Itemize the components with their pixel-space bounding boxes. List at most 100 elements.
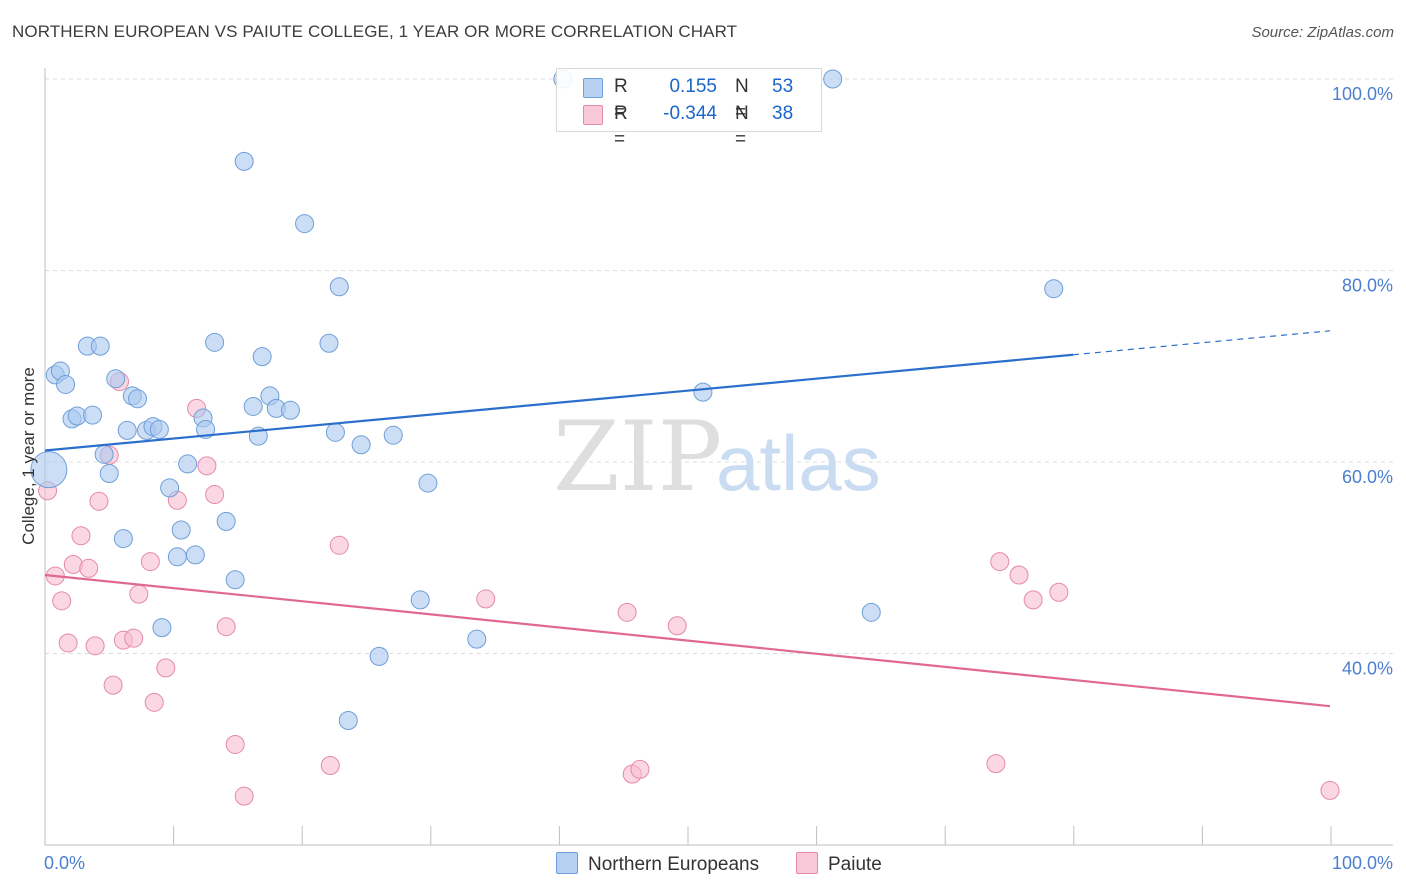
- n-label: N =: [735, 76, 749, 123]
- northern-europeans-point: [160, 478, 180, 498]
- northern-europeans-point: [252, 347, 272, 367]
- paiute-point: [216, 617, 236, 637]
- northern-europeans-point: [185, 545, 205, 565]
- northern-europeans-trendline-extension: [1072, 330, 1331, 356]
- northern-europeans-point: [205, 332, 225, 352]
- northern-europeans-point: [225, 570, 245, 590]
- northern-europeans-point: [196, 419, 216, 439]
- northern-europeans-point: [369, 646, 389, 666]
- northern-europeans-point: [152, 618, 172, 638]
- northern-europeans-point: [56, 374, 76, 394]
- trend-lines: [44, 330, 1331, 708]
- northern-europeans-point: [178, 454, 198, 474]
- legend-swatch-blue: [556, 852, 578, 874]
- x-tick-label-max: 100.0%: [1332, 853, 1393, 873]
- paiute-point: [124, 628, 144, 648]
- paiute-point: [476, 589, 496, 609]
- n-value: 38: [772, 103, 794, 124]
- northern-europeans-point: [467, 629, 487, 649]
- grid-lines: [45, 78, 1393, 654]
- northern-europeans-point: [861, 602, 881, 622]
- paiute-point: [234, 786, 254, 806]
- n-value: 53: [772, 76, 794, 97]
- northern-europeans-point: [117, 420, 137, 440]
- northern-europeans-point: [295, 214, 315, 234]
- northern-europeans-point: [383, 425, 403, 445]
- legend-label: Paiute: [828, 854, 882, 875]
- northern-europeans-point: [90, 336, 110, 356]
- paiute-point: [89, 491, 109, 511]
- y-axis-label: College, 1 year or more: [19, 367, 38, 545]
- source-label: Source: ZipAtlas.com: [1251, 24, 1394, 41]
- paiute-point: [225, 734, 245, 754]
- watermark-zip: ZIP: [553, 401, 722, 513]
- paiute-point: [667, 616, 687, 636]
- northern-europeans-point: [823, 69, 843, 89]
- x-tick-label-min: 0.0%: [44, 853, 85, 873]
- legend-item-paiute: Paiute: [796, 852, 882, 876]
- northern-europeans-point: [693, 382, 713, 402]
- legend-label: Northern Europeans: [588, 854, 760, 875]
- northern-europeans-point: [325, 422, 345, 442]
- y-tick-label: 100.0%: [1332, 84, 1393, 104]
- northern-europeans-trendline: [44, 353, 1074, 452]
- paiute-point: [144, 692, 164, 712]
- paiute-point: [1320, 780, 1340, 800]
- paiute-point: [52, 591, 72, 611]
- y-tick-labels: 40.0% 60.0% 80.0% 100.0%: [1332, 84, 1393, 679]
- paiute-point: [1023, 590, 1043, 610]
- r-label: R =: [614, 103, 628, 150]
- r-value: -0.344: [663, 103, 717, 124]
- paiute-point: [156, 658, 176, 678]
- chart-title: NORTHERN EUROPEAN VS PAIUTE COLLEGE, 1 Y…: [12, 22, 738, 41]
- northern-europeans-point: [94, 444, 114, 464]
- r-value: 0.155: [669, 76, 717, 97]
- y-tick-label: 40.0%: [1342, 659, 1393, 679]
- northern-europeans-point: [319, 333, 339, 353]
- paiute-point: [129, 584, 149, 604]
- northern-europeans-point: [216, 511, 236, 531]
- northern-europeans-point: [167, 547, 187, 567]
- northern-europeans-point: [280, 400, 300, 420]
- northern-europeans-point: [83, 405, 103, 425]
- northern-europeans-point: [30, 451, 68, 489]
- northern-europeans-point: [99, 463, 119, 483]
- watermark-atlas: atlas: [716, 419, 881, 507]
- paiute-point: [1009, 565, 1029, 585]
- r-label: R =: [614, 76, 628, 123]
- legend-swatch-pink: [583, 105, 603, 125]
- northern-europeans-point: [1044, 279, 1064, 299]
- n-label: N =: [735, 103, 749, 150]
- northern-europeans-point: [351, 435, 371, 455]
- paiute-point: [205, 485, 225, 505]
- northern-europeans-point: [329, 277, 349, 297]
- x-tick-marks: [44, 826, 1332, 845]
- paiute-point: [140, 552, 160, 572]
- northern-europeans-point: [149, 419, 169, 439]
- paiute-point: [197, 456, 217, 476]
- correlation-legend: R = 0.155 N = 53 R = -0.344 N = 38: [556, 68, 822, 150]
- paiute-point: [58, 633, 78, 653]
- legend-swatch-pink: [796, 852, 818, 874]
- y-tick-label: 60.0%: [1342, 467, 1393, 487]
- paiute-trendline: [44, 573, 1331, 708]
- watermark: ZIP atlas: [553, 401, 881, 513]
- paiute-point: [71, 526, 91, 546]
- northern-europeans-point: [128, 389, 148, 409]
- northern-europeans-point: [338, 711, 358, 731]
- northern-europeans-point: [113, 529, 133, 549]
- paiute-point: [617, 602, 637, 622]
- northern-europeans-point: [243, 396, 263, 416]
- paiute-point: [1049, 582, 1069, 602]
- northern-europeans-point: [418, 473, 438, 493]
- northern-europeans-point: [234, 151, 254, 171]
- paiute-point: [79, 558, 99, 578]
- northern-europeans-point: [106, 369, 126, 389]
- paiute-point: [329, 535, 349, 555]
- northern-europeans-point: [410, 590, 430, 610]
- northern-europeans-points: [30, 69, 1064, 731]
- paiute-point: [103, 675, 123, 695]
- paiute-point: [630, 759, 650, 779]
- paiute-point: [85, 636, 105, 656]
